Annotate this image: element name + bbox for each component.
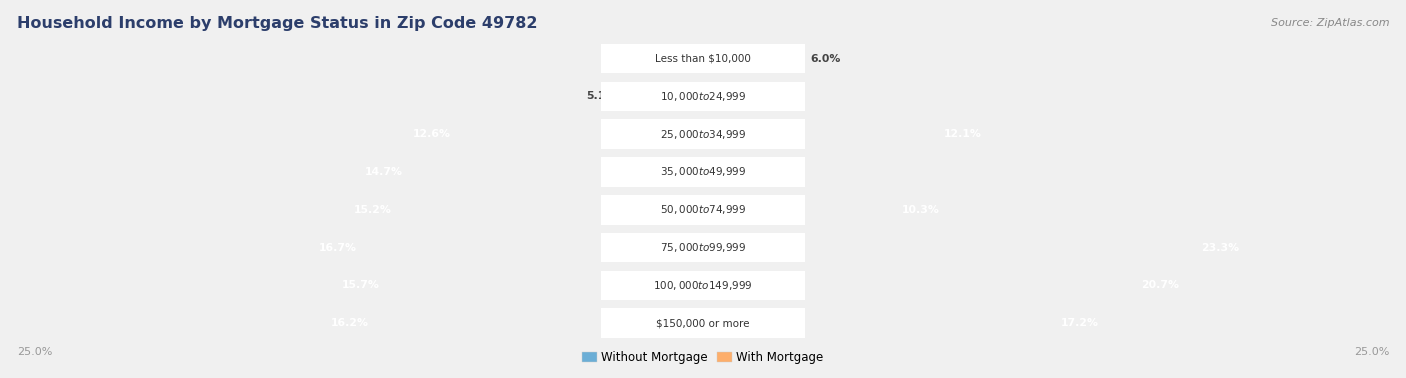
- Text: 16.2%: 16.2%: [330, 318, 368, 328]
- Text: $35,000 to $49,999: $35,000 to $49,999: [659, 166, 747, 178]
- Text: 10.3%: 10.3%: [903, 205, 939, 215]
- Text: $50,000 to $74,999: $50,000 to $74,999: [659, 203, 747, 216]
- Text: $25,000 to $34,999: $25,000 to $34,999: [659, 128, 747, 141]
- Text: 12.1%: 12.1%: [943, 129, 981, 139]
- Text: Source: ZipAtlas.com: Source: ZipAtlas.com: [1271, 18, 1389, 28]
- Text: 14.7%: 14.7%: [366, 167, 404, 177]
- Text: $150,000 or more: $150,000 or more: [657, 318, 749, 328]
- Text: 2.6%: 2.6%: [733, 91, 763, 101]
- Text: $100,000 to $149,999: $100,000 to $149,999: [654, 279, 752, 292]
- Text: 16.7%: 16.7%: [319, 243, 357, 253]
- Text: $75,000 to $99,999: $75,000 to $99,999: [659, 241, 747, 254]
- Text: 17.2%: 17.2%: [1060, 318, 1098, 328]
- Text: 23.3%: 23.3%: [1201, 243, 1239, 253]
- Legend: Without Mortgage, With Mortgage: Without Mortgage, With Mortgage: [578, 346, 828, 369]
- Text: 15.2%: 15.2%: [353, 205, 391, 215]
- Text: 6.0%: 6.0%: [811, 54, 841, 64]
- Text: Household Income by Mortgage Status in Zip Code 49782: Household Income by Mortgage Status in Z…: [17, 15, 537, 31]
- Text: 25.0%: 25.0%: [1354, 347, 1389, 357]
- Text: 25.0%: 25.0%: [17, 347, 52, 357]
- Text: 20.7%: 20.7%: [1142, 280, 1180, 290]
- Text: 4.0%: 4.0%: [612, 54, 641, 64]
- Text: 2.6%: 2.6%: [733, 167, 763, 177]
- Text: 15.7%: 15.7%: [342, 280, 380, 290]
- Text: $10,000 to $24,999: $10,000 to $24,999: [659, 90, 747, 103]
- Text: 5.1%: 5.1%: [586, 91, 616, 101]
- Text: Less than $10,000: Less than $10,000: [655, 54, 751, 64]
- Text: 12.6%: 12.6%: [413, 129, 451, 139]
